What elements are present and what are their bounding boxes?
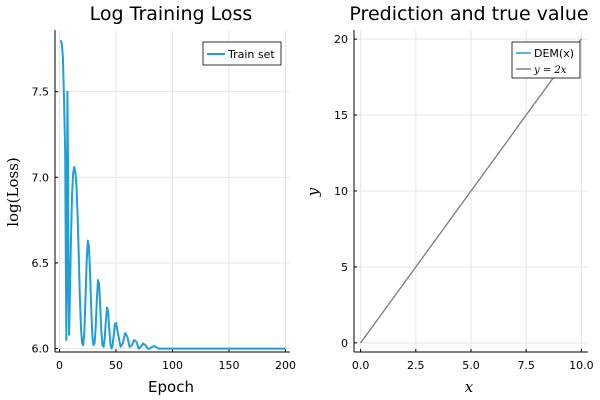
prediction-chart-xlabel: x xyxy=(465,378,474,396)
prediction-ytick-label-1: 5 xyxy=(341,261,348,274)
loss-xtick-label-2: 100 xyxy=(162,359,183,372)
loss-xtick-label-3: 150 xyxy=(218,359,239,372)
loss-series-line-0 xyxy=(59,39,286,350)
loss-ytick-label-2: 7.0 xyxy=(32,171,50,184)
prediction-chart-legend: DEM(x) y = 2x xyxy=(511,41,581,79)
prediction-chart-title: Prediction and true value xyxy=(349,3,588,25)
loss-chart-legend: Train set xyxy=(202,41,282,66)
loss-chart-title: Log Training Loss xyxy=(90,3,253,25)
prediction-ytick-label-0: 0 xyxy=(341,337,348,350)
prediction-xtick-label-0: 0.0 xyxy=(352,359,370,372)
prediction-legend-label-dem: DEM(x) xyxy=(534,47,574,60)
prediction-series-line-1 xyxy=(360,38,582,344)
loss-legend-label: Train set xyxy=(227,48,275,61)
loss-ytick-label-3: 7.5 xyxy=(32,86,50,99)
prediction-chart-series xyxy=(360,38,582,344)
prediction-ytick-label-3: 15 xyxy=(334,109,348,122)
prediction-chart-ticks: 0.0 2.5 5.0 7.5 10.0 0 5 10 15 20 xyxy=(334,33,594,372)
loss-legend-box xyxy=(202,41,282,66)
prediction-xtick-label-2: 5.0 xyxy=(462,359,480,372)
prediction-xtick-label-4: 10.0 xyxy=(569,359,594,372)
loss-chart-series xyxy=(59,39,286,350)
prediction-xtick-label-1: 2.5 xyxy=(407,359,425,372)
loss-xtick-label-0: 0 xyxy=(56,359,63,372)
prediction-chart-grid xyxy=(354,30,588,352)
prediction-chart: Prediction and true value 0.0 2.5 5.0 7.5 10… xyxy=(304,3,594,396)
loss-chart-xlabel: Epoch xyxy=(148,378,194,396)
loss-ytick-label-1: 6.5 xyxy=(32,257,50,270)
prediction-legend-label-true: y = 2x xyxy=(533,65,567,76)
loss-chart-ylabel: log(Loss) xyxy=(4,157,22,227)
prediction-xtick-label-3: 7.5 xyxy=(517,359,535,372)
prediction-ytick-label-4: 20 xyxy=(334,33,348,46)
prediction-chart-ylabel: y xyxy=(304,187,322,197)
loss-xtick-label-1: 50 xyxy=(109,359,123,372)
loss-chart-ticks: 0 50 100 150 200 6.0 6.5 7.0 7.5 xyxy=(32,86,296,372)
prediction-legend-box xyxy=(511,41,581,79)
loss-ytick-label-0: 6.0 xyxy=(32,343,50,356)
prediction-ytick-label-2: 10 xyxy=(334,185,348,198)
loss-xtick-label-4: 200 xyxy=(275,359,296,372)
loss-chart: Log Training Loss 0 50 100 150 200 6.0 6.5 7.0 7… xyxy=(4,3,296,396)
